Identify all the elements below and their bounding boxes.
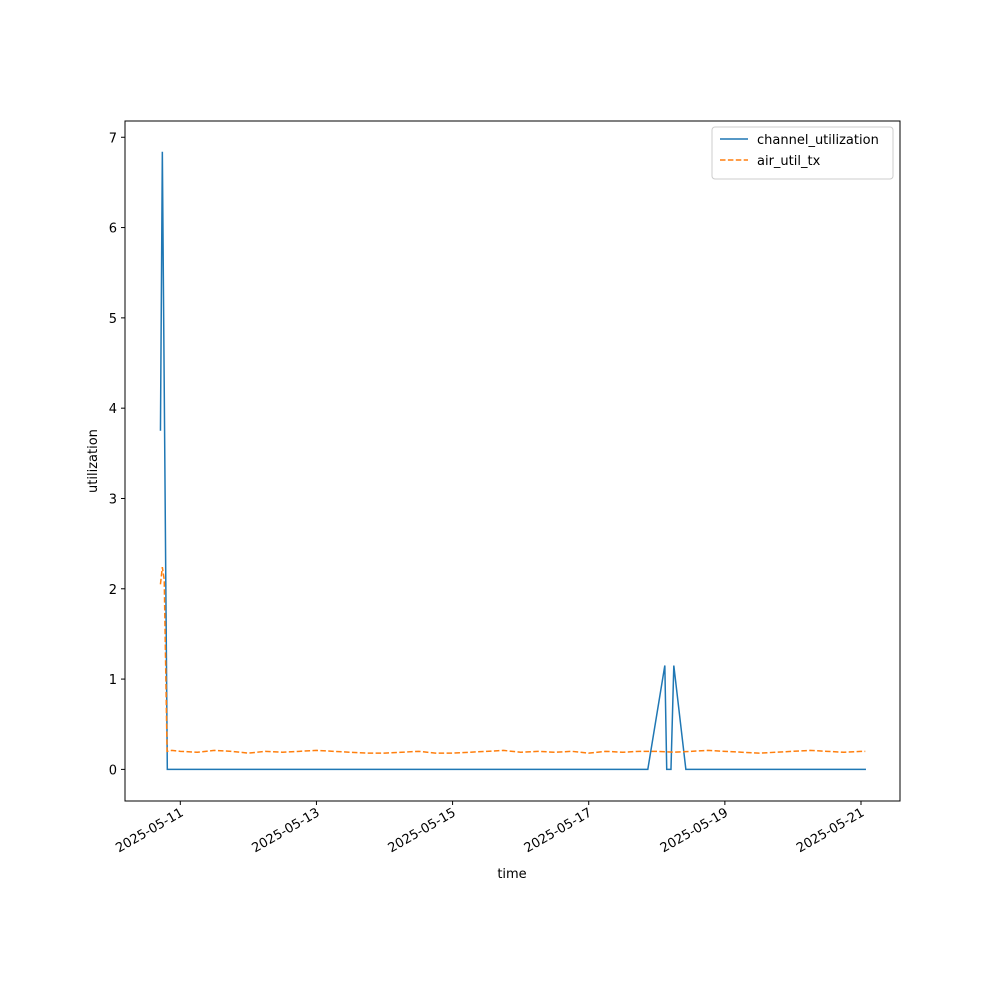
y-tick-label: 7	[109, 131, 117, 146]
y-tick-label: 3	[109, 492, 117, 507]
series-line	[159, 566, 866, 754]
y-tick-label: 0	[109, 763, 117, 778]
plot-frame	[124, 120, 901, 802]
y-tick-label: 2	[109, 583, 117, 598]
legend-label: channel_utilization	[757, 133, 879, 148]
y-tick-label: 6	[109, 222, 117, 237]
legend-label: air_util_tx	[757, 154, 821, 169]
y-tick-label: 5	[109, 312, 117, 327]
y-axis-label: utilization	[86, 429, 101, 493]
legend-box	[711, 126, 894, 180]
y-tick-label: 4	[109, 402, 117, 417]
series-line	[159, 151, 866, 771]
x-axis-label: time	[497, 867, 526, 882]
y-tick-label: 1	[109, 673, 117, 688]
